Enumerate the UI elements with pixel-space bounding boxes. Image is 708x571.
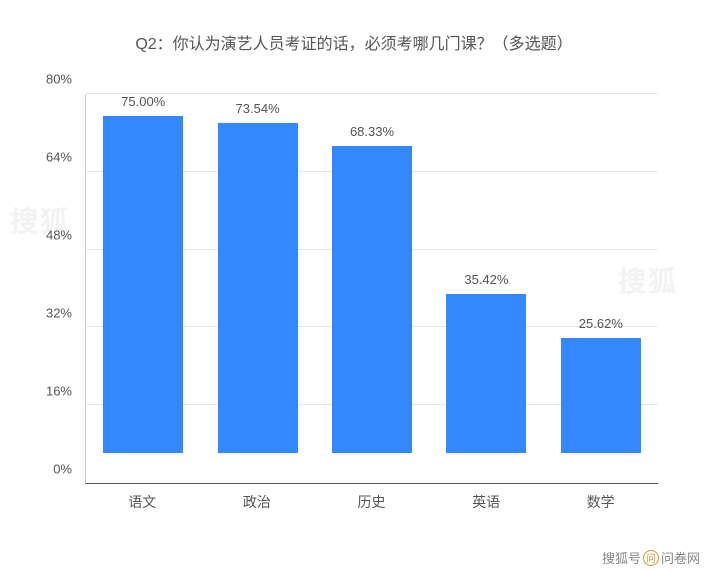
x-category-label: 政治 [200, 484, 315, 514]
y-tick-label: 64% [46, 150, 72, 165]
x-category-label: 数学 [543, 484, 658, 514]
x-category-label: 历史 [314, 484, 429, 514]
bar: 75.00% [103, 116, 183, 453]
y-axis: 0%16%32%48%64%80% [40, 94, 80, 484]
bar-group: 25.62% [544, 94, 658, 453]
bar-group: 73.54% [200, 94, 314, 453]
watermark-brand: 问卷网 [661, 548, 700, 567]
bar: 35.42% [446, 294, 526, 453]
y-tick-label: 0% [53, 462, 72, 477]
y-tick-label: 32% [46, 306, 72, 321]
bar-value-label: 68.33% [350, 124, 394, 139]
watermark-source: 搜狐号 [602, 548, 641, 567]
bar-group: 68.33% [315, 94, 429, 453]
y-tick-label: 80% [46, 72, 72, 87]
y-tick-label: 16% [46, 384, 72, 399]
bar-value-label: 75.00% [121, 94, 165, 109]
bar: 73.54% [218, 123, 298, 453]
bar-value-label: 73.54% [236, 101, 280, 116]
plot-area: 0%16%32%48%64%80% 75.00%73.54%68.33%35.4… [85, 94, 658, 514]
bar: 68.33% [332, 146, 412, 453]
chart-title: Q2：你认为演艺人员考证的话，必须考哪几门课？（多选题） [40, 30, 668, 54]
x-category-label: 英语 [429, 484, 544, 514]
bars-region: 75.00% 73.54% 68.33% 35.42% 25.62% [86, 94, 658, 453]
y-tick-label: 48% [46, 228, 72, 243]
bar-value-label: 35.42% [464, 272, 508, 287]
x-axis-labels: 语文政治历史英语数学 [85, 484, 658, 514]
watermark-logo-icon: 问 [643, 550, 659, 566]
bar-group: 75.00% [86, 94, 200, 453]
bar: 25.62% [561, 338, 641, 453]
bar-value-label: 25.62% [579, 316, 623, 331]
bar-group: 35.42% [429, 94, 543, 453]
watermark-footer: 搜狐号 问 问卷网 [602, 548, 700, 567]
grid-area: 75.00% 73.54% 68.33% 35.42% 25.62% [85, 94, 658, 484]
x-category-label: 语文 [85, 484, 200, 514]
chart-container: Q2：你认为演艺人员考证的话，必须考哪几门课？（多选题） 0% 16% 32% 48%… [0, 0, 708, 571]
